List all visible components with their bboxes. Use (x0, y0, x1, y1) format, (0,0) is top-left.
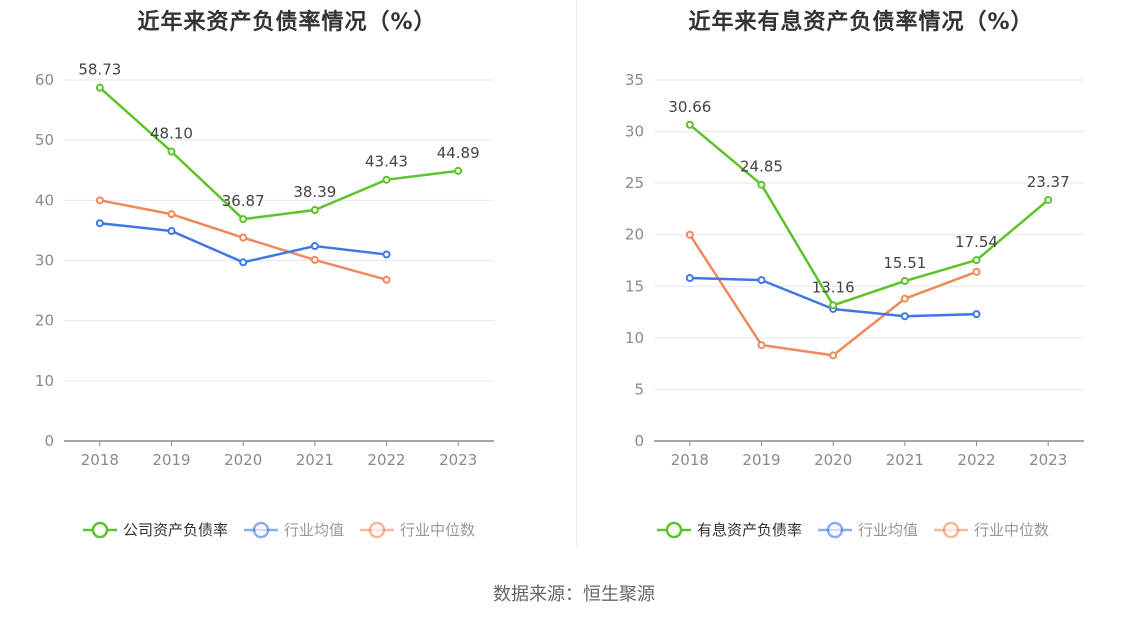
data-point (972, 256, 981, 265)
line-chart-debt-ratio: 0 10 20 30 40 50 60 2018 2019 2020 2021 2022 2023 58.… (35, 61, 494, 539)
data-point (757, 276, 766, 285)
data-label: 48.10 (150, 125, 193, 143)
legend-label: 行业中位数 (974, 521, 1049, 539)
series-line (689, 123, 1049, 307)
x-tick-label: 2022 (957, 451, 995, 469)
x-tick-label: 2018 (671, 451, 709, 469)
y-tick-label: 20 (625, 226, 644, 244)
legend-marker-icon (368, 521, 386, 539)
legend-marker-icon (91, 521, 109, 539)
legend-item: 行业中位数 (934, 521, 1049, 539)
y-tick-label: 0 (634, 432, 644, 450)
x-tick-label: 2019 (742, 451, 780, 469)
data-point (972, 267, 981, 276)
x-tick-label: 2018 (81, 451, 119, 469)
legend-item: 行业中位数 (360, 521, 475, 539)
x-tick-label: 2020 (814, 451, 852, 469)
data-point (972, 310, 981, 319)
legend-label: 行业中位数 (400, 521, 475, 539)
data-point (757, 180, 766, 189)
data-label: 23.37 (1027, 173, 1070, 191)
legend-item: 行业均值 (244, 521, 344, 539)
chart-panel-debt-ratio: 近年来资产负债率情况（%） 0 10 20 30 40 50 60 2018 2019 2020 2… (0, 0, 574, 560)
x-tick-label: 2023 (439, 451, 477, 469)
y-tick-label: 10 (625, 329, 644, 347)
y-tick-label: 50 (35, 131, 54, 149)
data-point (310, 242, 319, 251)
y-tick-label: 60 (35, 71, 54, 89)
x-tick-label: 2019 (152, 451, 190, 469)
series-line (99, 86, 459, 221)
y-tick-label: 30 (35, 252, 54, 270)
data-point (239, 258, 248, 267)
data-point (900, 277, 909, 286)
data-label: 44.89 (437, 144, 480, 162)
data-label: 58.73 (78, 61, 121, 79)
data-point (239, 233, 248, 242)
data-point (310, 206, 319, 215)
panel-divider (576, 0, 577, 548)
data-source-note: 数据来源：恒生聚源 (493, 584, 655, 605)
legend-marker-icon (252, 521, 270, 539)
data-label: 15.51 (883, 254, 926, 272)
chart-title: 近年来有息资产负债率情况（%） (688, 10, 1034, 35)
x-tick-label: 2022 (367, 451, 405, 469)
data-point (685, 120, 694, 129)
data-point (239, 215, 248, 224)
legend-marker-icon (942, 521, 960, 539)
data-point (382, 175, 391, 184)
legend-item: 行业均值 (818, 521, 918, 539)
y-tick-label: 35 (625, 71, 644, 89)
y-tick-label: 30 (625, 123, 644, 141)
y-tick-label: 40 (35, 191, 54, 209)
data-label: 43.43 (365, 153, 408, 171)
y-tick-label: 15 (625, 277, 644, 295)
data-point (757, 341, 766, 350)
legend-item: 有息资产负债率 (657, 521, 802, 539)
data-point (382, 275, 391, 284)
data-point (167, 147, 176, 156)
chart-title: 近年来资产负债率情况（%） (137, 10, 437, 35)
data-point (1044, 195, 1053, 204)
data-point (95, 196, 104, 205)
data-point (900, 312, 909, 321)
y-tick-label: 5 (634, 380, 644, 398)
data-label: 36.87 (222, 192, 265, 210)
legend-label: 公司资产负债率 (123, 521, 228, 539)
legend-label: 有息资产负债率 (697, 521, 802, 539)
legend-label: 行业均值 (858, 521, 918, 539)
data-label: 13.16 (812, 278, 855, 296)
legend-item: 公司资产负债率 (83, 521, 228, 539)
y-tick-label: 25 (625, 174, 644, 192)
data-point (167, 210, 176, 219)
legend-marker-icon (826, 521, 844, 539)
x-tick-label: 2021 (886, 451, 924, 469)
data-point (685, 274, 694, 283)
data-point (310, 255, 319, 264)
data-point (454, 166, 463, 175)
data-point (685, 230, 694, 239)
data-point (167, 227, 176, 236)
data-point (829, 301, 838, 310)
data-point (900, 294, 909, 303)
data-label: 30.66 (668, 98, 711, 116)
data-point (829, 351, 838, 360)
y-tick-label: 20 (35, 312, 54, 330)
series-line (99, 221, 387, 264)
data-point (95, 219, 104, 228)
y-tick-label: 10 (35, 372, 54, 390)
line-chart-interest-bearing-debt-ratio: 0 5 10 15 20 25 30 35 2018 2019 2020 2021 2022 2023 30… (625, 71, 1084, 539)
x-tick-label: 2020 (224, 451, 262, 469)
data-label: 17.54 (955, 233, 998, 251)
chart-panel-interest-bearing-debt-ratio: 近年来有息资产负债率情况（%） 0 5 10 15 20 25 30 35 2018 2019 20… (574, 0, 1148, 560)
data-point (95, 83, 104, 92)
x-tick-label: 2023 (1029, 451, 1067, 469)
y-tick-label: 0 (44, 432, 54, 450)
x-tick-label: 2021 (296, 451, 334, 469)
legend-marker-icon (665, 521, 683, 539)
data-point (382, 250, 391, 259)
legend-label: 行业均值 (284, 521, 344, 539)
data-label: 24.85 (740, 158, 783, 176)
data-label: 38.39 (293, 183, 336, 201)
